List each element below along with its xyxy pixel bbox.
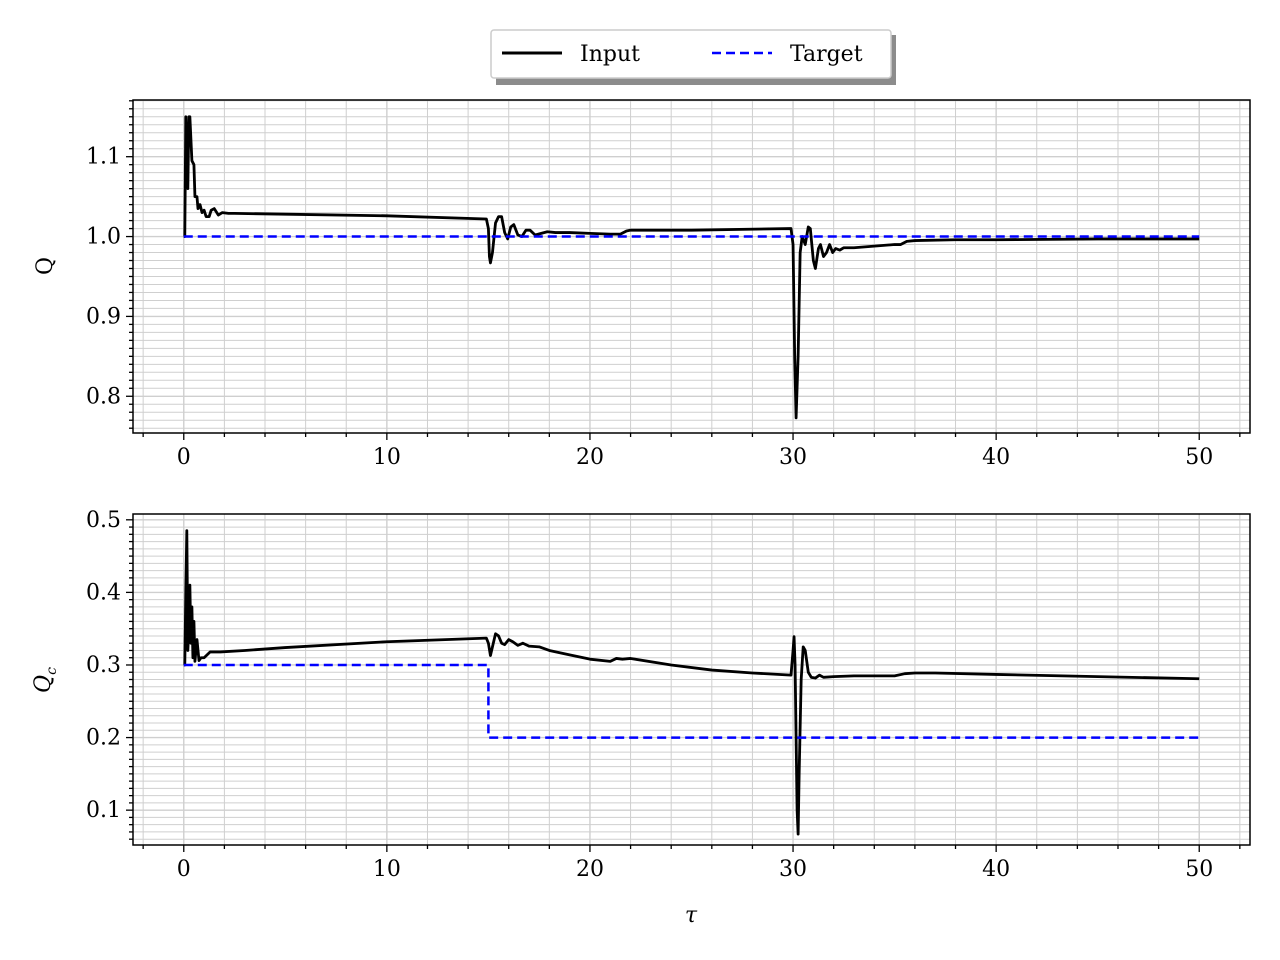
- qc-series-input-line: [183, 529, 1200, 836]
- qc-x-tick-label: 50: [1185, 857, 1213, 882]
- q-grid: [133, 100, 1250, 433]
- q-x-tick-label: 30: [779, 445, 807, 470]
- q-subplot: 0 10 20 30 40 50 0.8 0.9 1.0 1.1 Q: [33, 99, 1251, 470]
- qc-x-tick-label: 40: [982, 857, 1010, 882]
- qc-x-tick-label: 0: [177, 857, 191, 882]
- qc-subplot: 0 10 20 30 40 500.10.20.30.40.5 Qc τ: [31, 508, 1251, 928]
- q-x-tick-label: 20: [576, 445, 604, 470]
- qc-y-tick-label: 0.3: [86, 653, 121, 678]
- q-ylabel: Q: [33, 257, 58, 275]
- qc-y-tick-label: 0.1: [86, 798, 121, 823]
- q-x-tick-label: 10: [373, 445, 401, 470]
- qc-y-tick-label: 0.5: [86, 508, 121, 533]
- q-x-tick-label: 50: [1185, 445, 1213, 470]
- qc-series-target-line: [183, 663, 1200, 739]
- qc-plot-area: [183, 529, 1200, 836]
- legend: Input Target: [490, 29, 896, 85]
- q-axes-frame: [132, 99, 1251, 434]
- q-x-tick-label: 0: [177, 445, 191, 470]
- qc-ticks: 0 10 20 30 40 50 0.1 0.2 0.3 0.4 0.5: [86, 508, 1241, 882]
- q-y-tick-label: 0.9: [86, 304, 121, 329]
- qc-x-tick-label: 20: [576, 857, 604, 882]
- q-series-input-line: [183, 115, 1200, 420]
- qc-grid: [133, 514, 1250, 845]
- q-x-tick-label: 40: [982, 445, 1010, 470]
- q-y-tick-label: 0.8: [86, 384, 121, 409]
- qc-y-tick-label: 0.4: [86, 580, 121, 605]
- q-y-tick-label: 1.0: [86, 225, 121, 250]
- legend-target-label: Target: [790, 42, 863, 67]
- qc-x-tick-label: 10: [373, 857, 401, 882]
- q-ticks: 0 10 20 30 40 50 0.8 0.9 1.0 1.1: [86, 100, 1241, 470]
- qc-xlabel: τ: [685, 903, 698, 928]
- q-y-tick-label: 1.1: [86, 145, 121, 170]
- qc-x-tick-label: 30: [779, 857, 807, 882]
- legend-frame: [490, 29, 892, 79]
- q-plot-area: [183, 115, 1200, 420]
- legend-input-label: Input: [580, 42, 640, 67]
- qc-y-tick-label: 0.2: [86, 726, 121, 751]
